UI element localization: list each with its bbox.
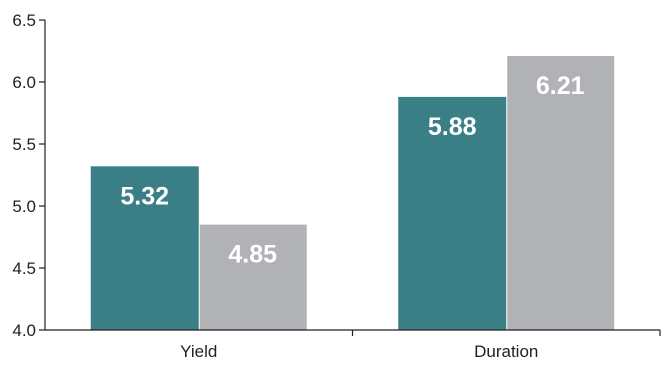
x-category-label: Yield: [180, 342, 217, 361]
bar-duration-series-1: [398, 96, 507, 330]
data-label: 4.85: [228, 241, 277, 269]
bar-duration-series-2: [507, 55, 615, 331]
y-tick-label: 5.5: [12, 135, 36, 154]
y-tick-label: 5.0: [12, 197, 36, 216]
y-tick-label: 4.0: [12, 321, 36, 340]
data-label: 5.88: [428, 113, 477, 141]
y-tick-label: 6.5: [12, 11, 36, 30]
y-axis: 4.0 4.5 5.0 5.5 6.0 6.5: [12, 11, 46, 340]
y-tick-label: 6.0: [12, 73, 36, 92]
bar-yield-series-2: [199, 224, 307, 330]
bar-yield-series-1: [90, 166, 199, 330]
y-tick-label: 4.5: [12, 259, 36, 278]
data-label: 6.21: [536, 72, 585, 100]
x-category-label: Duration: [474, 342, 538, 361]
data-label: 5.32: [120, 182, 169, 210]
bars: 5.32 4.85 5.88 6.21: [90, 55, 615, 331]
x-axis: Yield Duration: [45, 329, 661, 361]
